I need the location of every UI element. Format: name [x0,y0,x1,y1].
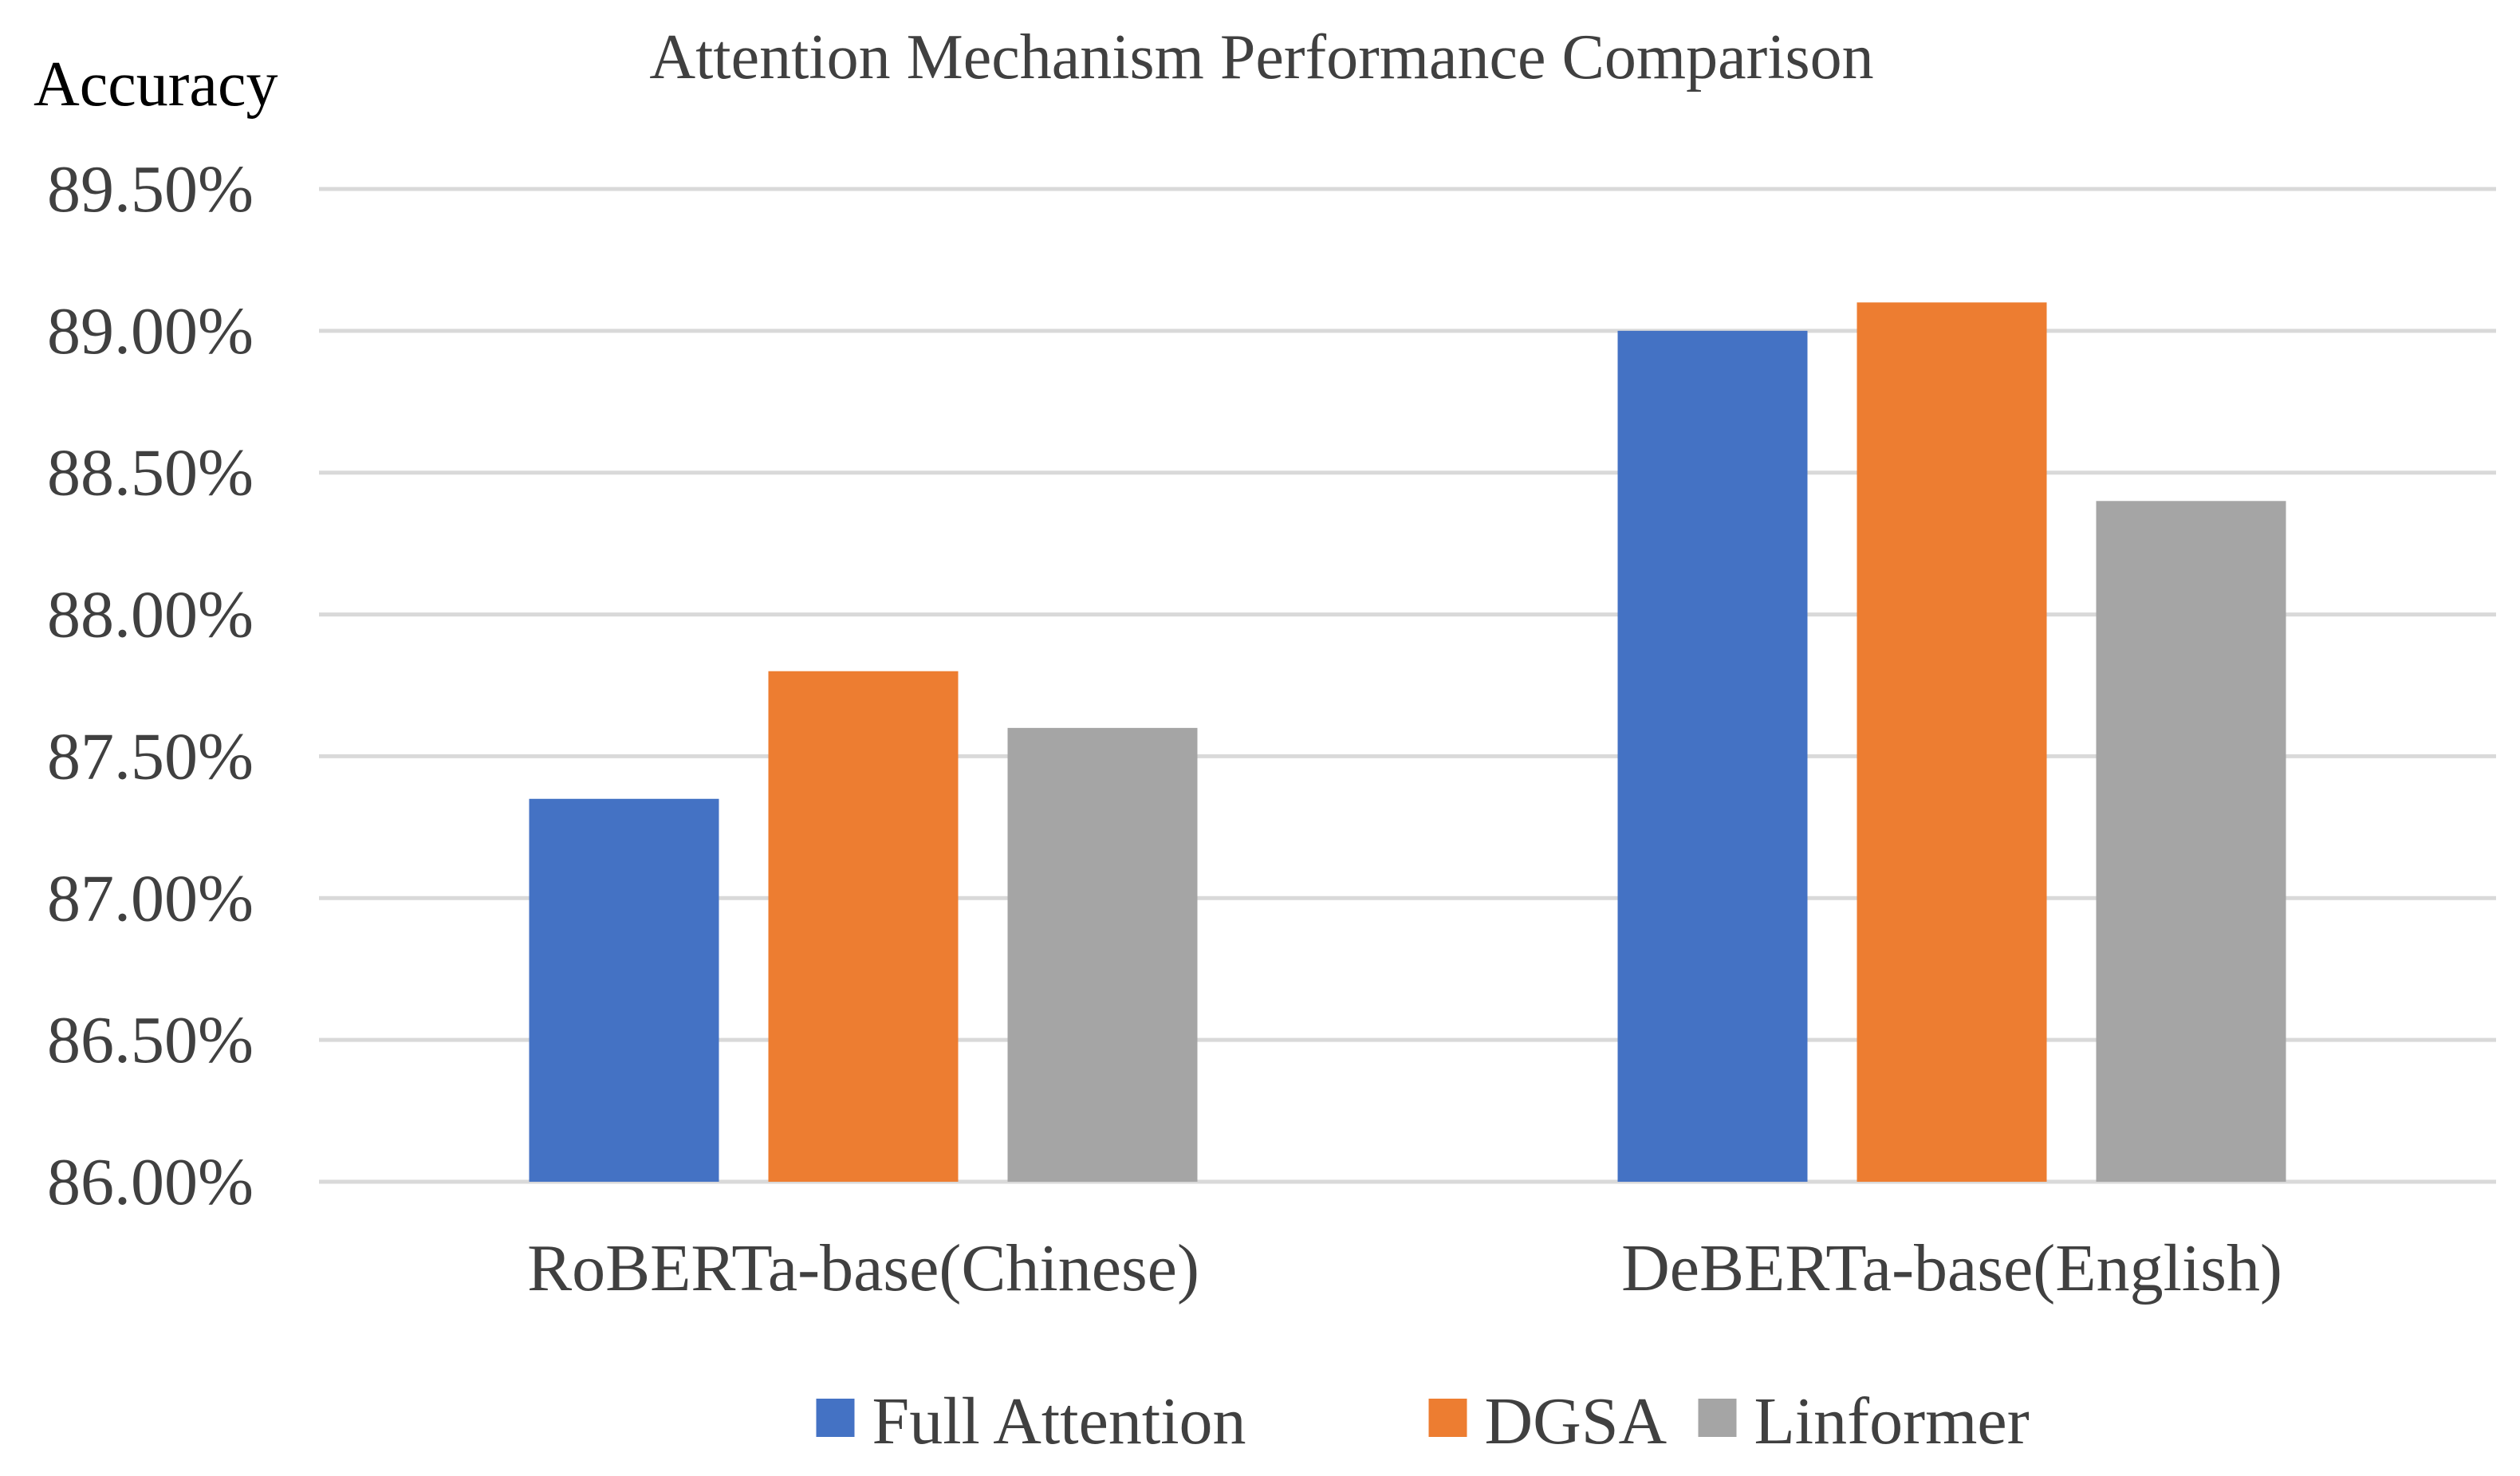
legend-swatch [816,1399,855,1437]
y-tick-label: 88.00% [47,578,254,652]
y-tick-label: 86.00% [47,1145,254,1219]
bar-full-attention-1 [529,798,719,1182]
bar-dgsa-2 [1857,302,2047,1183]
legend-swatch [1428,1399,1467,1437]
bar-dgsa-1 [768,671,959,1182]
y-tick-label: 89.00% [47,294,254,368]
x-category-label: RoBERTa-base(Chinese) [527,1231,1199,1305]
y-tick-label: 89.50% [47,152,254,226]
y-tick-label: 88.50% [47,436,254,510]
legend: Full Attention DGSA Linformer [816,1384,2030,1458]
chart-title: Attention Mechanism Performance Comparis… [649,22,1873,92]
bar-linformer-1 [1007,727,1198,1182]
y-tick-label: 86.50% [47,1003,254,1077]
x-category-label: DeBERTa-base(English) [1621,1231,2282,1305]
legend-label: Linformer [1754,1384,2030,1458]
y-axis-label: Accuracy [33,49,278,120]
y-tick-label: 87.00% [47,861,254,935]
legend-label: DGSA [1485,1384,1668,1458]
y-axis-ticks: 86.00% 86.50% 87.00% 87.50% 88.00% 88.50% 89.0… [47,152,254,1219]
bars [529,302,2286,1183]
bar-linformer-2 [2096,501,2286,1182]
y-tick-label: 87.50% [47,719,254,793]
bar-full-attention-2 [1617,330,1808,1182]
legend-label: Full Attention [872,1384,1246,1458]
x-axis-categories: RoBERTa-base(Chinese) DeBERTa-base(Englis… [527,1231,2282,1305]
legend-swatch [1698,1399,1737,1437]
